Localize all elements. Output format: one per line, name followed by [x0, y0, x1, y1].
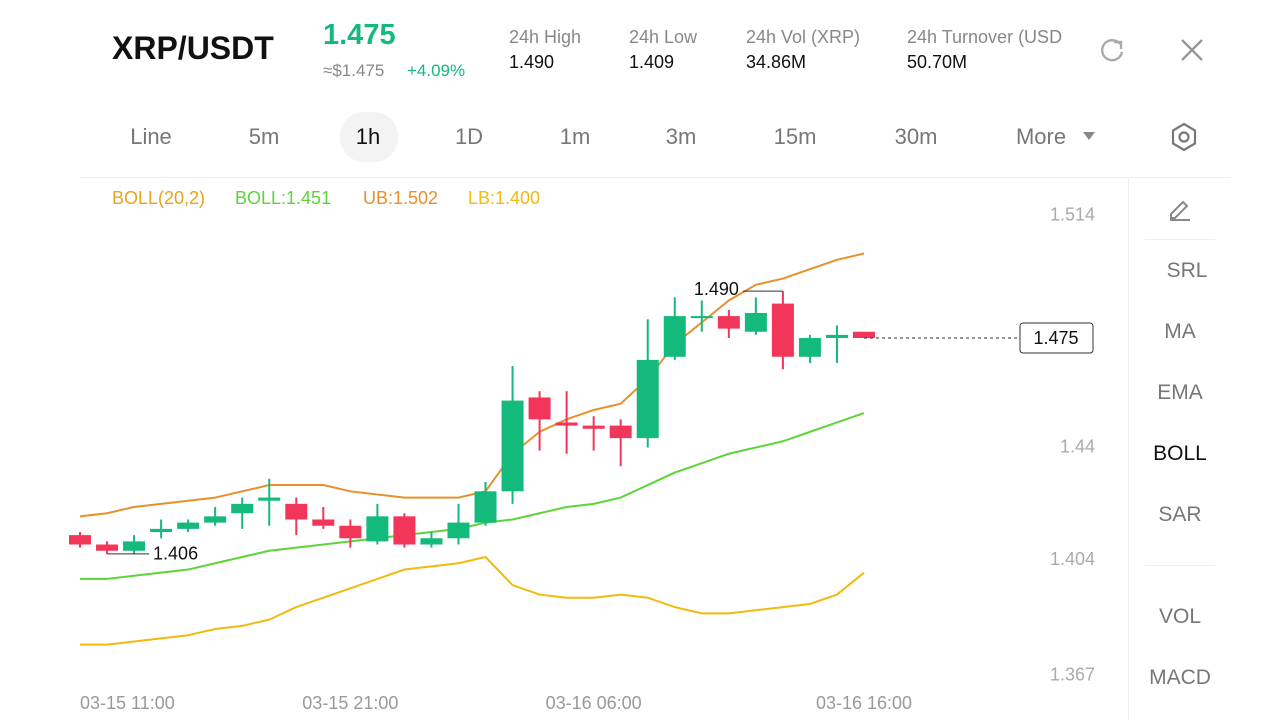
settings-icon[interactable]	[1169, 121, 1199, 153]
timeframe-tab[interactable]: 1m	[559, 124, 591, 149]
stat-value: 50.70M	[907, 52, 968, 72]
indicator-option[interactable]: MACD	[1149, 666, 1211, 689]
indicator-option[interactable]: SRL	[1166, 259, 1208, 282]
more-caret	[1083, 132, 1095, 140]
timeframe-tab[interactable]: 5m	[248, 124, 280, 149]
side-separator	[1145, 239, 1215, 240]
stat-value: 34.86M	[746, 52, 807, 72]
chart: 1.514 1.44 1.404 1.367 03-15 11:00 03-15 21:0…	[69, 188, 1095, 713]
x-tick-label: 03-16 06:00	[546, 693, 642, 713]
approx-price: ≈$1.475	[323, 61, 385, 80]
candle-body	[636, 359, 659, 439]
boll-line	[80, 555, 865, 646]
candle-body	[177, 522, 200, 529]
candle-body	[609, 425, 632, 439]
change: +4.09%	[407, 61, 466, 80]
price: 1.475	[323, 19, 396, 51]
close-icon[interactable]	[1178, 36, 1206, 64]
y-tick-label: 1.404	[1050, 549, 1095, 569]
last-price-label: 1.475	[1033, 328, 1078, 348]
timeframe-tab[interactable]: 30m	[894, 124, 938, 149]
timeframe-tab[interactable]: 1h	[355, 124, 381, 149]
candle-body	[501, 400, 524, 492]
side-divider	[1128, 178, 1129, 720]
stat-label: 24h Vol (XRP)	[746, 27, 861, 47]
candle-body	[717, 316, 740, 329]
candle-body	[555, 422, 578, 426]
stat-label: 24h Turnover (USD	[907, 27, 1063, 47]
stat-value: 1.490	[509, 52, 555, 72]
candle-body	[474, 491, 497, 523]
divider	[80, 177, 1230, 178]
indicator-option[interactable]: VOL	[1158, 605, 1202, 628]
candle-body	[393, 516, 416, 545]
candle-body	[204, 516, 227, 523]
candle-body	[123, 541, 146, 551]
legend-entry: LB:1.400	[468, 188, 540, 208]
active-tab-bg	[340, 112, 398, 162]
x-tick-label: 03-15 11:00	[80, 693, 175, 713]
pair: XRP/USDT	[112, 30, 274, 66]
candle-body	[744, 312, 767, 332]
timeframe-tab[interactable]: 1D	[454, 124, 484, 149]
indicator-option[interactable]: MA	[1164, 320, 1196, 343]
candle-body	[69, 535, 91, 545]
stat-value: 1.409	[629, 52, 675, 72]
legend-entry: UB:1.502	[363, 188, 438, 208]
legend-entry: BOLL:1.451	[235, 188, 331, 208]
timeframe-tab[interactable]: 3m	[665, 124, 697, 149]
candle-body	[231, 503, 254, 514]
indicator-option[interactable]: SAR	[1158, 503, 1202, 526]
timeframe-tab[interactable]: 15m	[773, 124, 817, 149]
candle-body	[285, 503, 308, 520]
high-label: 1.490	[694, 279, 739, 299]
low-label: 1.406	[153, 544, 198, 564]
candle-body	[528, 397, 551, 420]
indicator-option[interactable]: BOLL	[1153, 442, 1207, 465]
boll-line	[80, 412, 865, 580]
candle-body	[339, 525, 362, 539]
draw-icon[interactable]	[1166, 194, 1194, 222]
candle-body	[150, 528, 173, 532]
candle-body	[312, 519, 335, 526]
candle-body	[798, 338, 821, 357]
y-tick-label: 1.367	[1050, 665, 1095, 685]
candle-body	[258, 497, 281, 501]
refresh-icon[interactable]	[1096, 34, 1128, 66]
stat-label: 24h Low	[629, 27, 698, 47]
candle-body	[366, 516, 389, 542]
y-tick-label: 1.514	[1050, 205, 1095, 225]
timeframe-tab[interactable]: Line	[130, 124, 172, 149]
x-tick-label: 03-15 21:00	[302, 693, 398, 713]
candle-body	[582, 425, 605, 429]
candle-body	[420, 538, 443, 545]
candle-body	[853, 331, 875, 339]
candle-body	[825, 334, 848, 339]
candle-body	[690, 316, 713, 319]
boll-line	[79, 252, 865, 518]
side-separator	[1145, 565, 1215, 566]
legend-entry: BOLL(20,2)	[112, 188, 205, 208]
candle-body	[663, 316, 686, 357]
x-tick-label: 03-16 16:00	[816, 693, 912, 713]
stat-label: 24h High	[509, 27, 582, 47]
candle-body	[96, 544, 119, 551]
candle-body	[447, 522, 470, 539]
indicator-option[interactable]: EMA	[1157, 381, 1203, 404]
candle-body	[771, 303, 794, 357]
y-tick-label: 1.44	[1060, 436, 1095, 456]
timeframe-tab[interactable]: More	[1015, 124, 1067, 149]
last-price-box	[1019, 322, 1094, 354]
